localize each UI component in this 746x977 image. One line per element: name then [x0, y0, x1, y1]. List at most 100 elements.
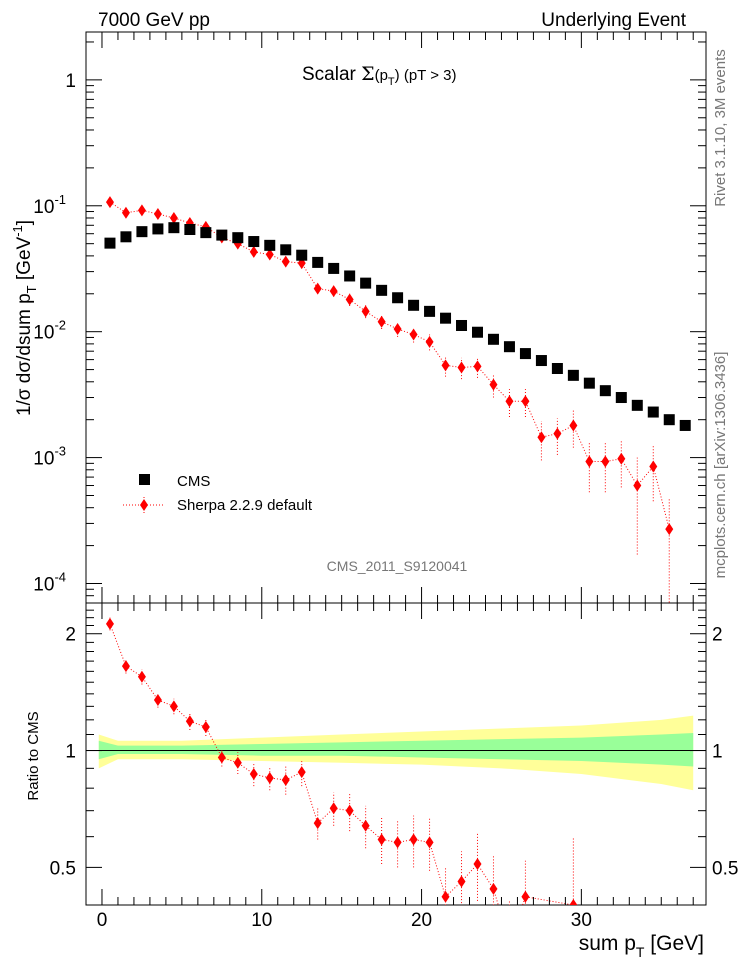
- legend-marker-mc: [140, 499, 148, 511]
- main-data-point: [424, 305, 436, 317]
- main-mc-point: [665, 523, 674, 536]
- ratio-mc-point: [137, 670, 146, 683]
- main-data-point: [200, 227, 212, 239]
- main-data-point: [487, 333, 499, 345]
- ratio-mc-point: [409, 833, 418, 846]
- ratio-xlabel-unit: [GeV]: [644, 932, 704, 955]
- main-x-axis: [101, 32, 694, 603]
- main-data-point: [168, 222, 180, 234]
- main-mc-point: [457, 361, 466, 374]
- main-y-tick-exp: -4: [54, 569, 66, 584]
- main-y-tick-base: 10: [33, 574, 54, 595]
- ratio-band-inner: [98, 732, 694, 767]
- main-mc-point: [505, 395, 514, 408]
- ratio-plot-frame: [85, 602, 707, 906]
- main-mc-point: [409, 328, 418, 341]
- main-data-point: [551, 363, 563, 375]
- ratio-bands: [98, 715, 694, 791]
- side-label-bottom: mcplots.cern.ch [arXiv:1306.3436]: [712, 352, 729, 579]
- main-data-point: [328, 262, 340, 274]
- main-y-tick-label: 10-2: [33, 318, 66, 344]
- main-data-point: [679, 419, 691, 431]
- main-data-point: [376, 284, 388, 296]
- main-data-point: [663, 414, 675, 426]
- main-ylabel-close: ]: [14, 220, 35, 225]
- main-data-point: [535, 355, 547, 367]
- main-mc-point: [313, 282, 322, 295]
- ratio-xlabel: sum pT [GeV]: [579, 932, 704, 960]
- ratio-mc-point: [153, 693, 162, 706]
- ratio-mc-point: [313, 817, 322, 830]
- main-data-point: [264, 239, 276, 251]
- main-y-tick-exp: -2: [54, 318, 66, 333]
- main-y-tick-exp: -1: [54, 192, 66, 207]
- main-y-tick-base: 10: [33, 449, 54, 470]
- main-data-point: [248, 236, 260, 248]
- ratio-xlabel-sub: T: [636, 944, 645, 960]
- main-y-tick-label: 1: [65, 71, 76, 92]
- main-data-series: [104, 222, 691, 431]
- main-mc-point: [153, 208, 162, 221]
- ratio-y-tick-label-right: 0.5: [712, 858, 738, 879]
- main-mc-point: [537, 431, 546, 444]
- ratio-y-axis: 2 2 1 1 0.5 0.5: [50, 609, 738, 906]
- main-mc-point: [425, 335, 434, 348]
- main-data-point: [503, 341, 515, 353]
- main-mc-point: [633, 479, 642, 492]
- main-data-point: [312, 256, 324, 268]
- main-ylabel-sub: T: [24, 285, 39, 293]
- main-ylabel-sup: -1: [10, 225, 25, 237]
- main-data-point: [583, 377, 595, 389]
- main-mc-point: [249, 245, 258, 258]
- ratio-mc-point: [185, 715, 194, 728]
- main-data-point: [519, 348, 531, 360]
- ratio-y-tick-label: 2: [65, 625, 76, 646]
- main-mc-point: [393, 323, 402, 336]
- ratio-mc-point: [457, 875, 466, 888]
- ratio-mc-point: [121, 660, 130, 673]
- main-data-point: [344, 270, 356, 282]
- main-data-point: [392, 292, 404, 304]
- main-mc-point: [489, 378, 498, 391]
- ratio-x-tick-label: 20: [411, 910, 432, 931]
- main-ylabel-text: 1/σ dσ/dsum p: [14, 293, 35, 416]
- main-data-point: [136, 226, 148, 238]
- main-y-axis: 110-110-210-310-4: [33, 41, 706, 604]
- watermark: CMS_2011_S9120041: [327, 558, 468, 574]
- ratio-mc-line: [109, 623, 574, 905]
- main-y-tick-exp: -3: [54, 444, 66, 459]
- main-title-p: (p: [375, 67, 388, 84]
- main-mc-point: [361, 305, 370, 318]
- ratio-y-tick-label: 0.5: [50, 858, 76, 879]
- header-right: Underlying Event: [541, 10, 686, 31]
- ratio-mc-point: [233, 756, 242, 769]
- main-data-point: [216, 229, 228, 241]
- main-data-point: [184, 224, 196, 236]
- ratio-x-tick-label: 30: [571, 910, 592, 931]
- main-ylabel: 1/σ dσ/dsum pT [GeV-1]: [10, 220, 39, 416]
- main-data-point: [599, 385, 611, 397]
- ratio-mc-point: [201, 721, 210, 734]
- ratio-mc-point: [489, 882, 498, 895]
- main-mc-series: [105, 196, 674, 603]
- legend-label-mc: Sherpa 2.2.9 default: [177, 497, 313, 514]
- main-mc-line: [109, 201, 670, 530]
- ratio-mc-point: [393, 836, 402, 849]
- main-y-tick-label: 10-4: [33, 569, 66, 595]
- main-title-sigma: Σ: [361, 63, 374, 85]
- main-mc-point: [281, 255, 290, 268]
- main-data-point: [408, 299, 420, 311]
- main-data-point: [567, 369, 579, 381]
- main-y-tick-base: 10: [33, 197, 54, 218]
- main-y-tick-label: 10-1: [33, 192, 66, 218]
- main-mc-point: [601, 455, 610, 468]
- main-mc-point: [121, 206, 130, 219]
- ratio-mc-point: [345, 804, 354, 817]
- main-data-point: [440, 312, 452, 324]
- ratio-mc-point: [329, 802, 338, 815]
- ratio-mc-point: [505, 937, 513, 949]
- ratio-mc-point: [377, 833, 386, 846]
- main-ylabel-unit: [GeV: [14, 236, 35, 285]
- main-mc-point: [585, 455, 594, 468]
- legend-label-cms: CMS: [177, 473, 210, 490]
